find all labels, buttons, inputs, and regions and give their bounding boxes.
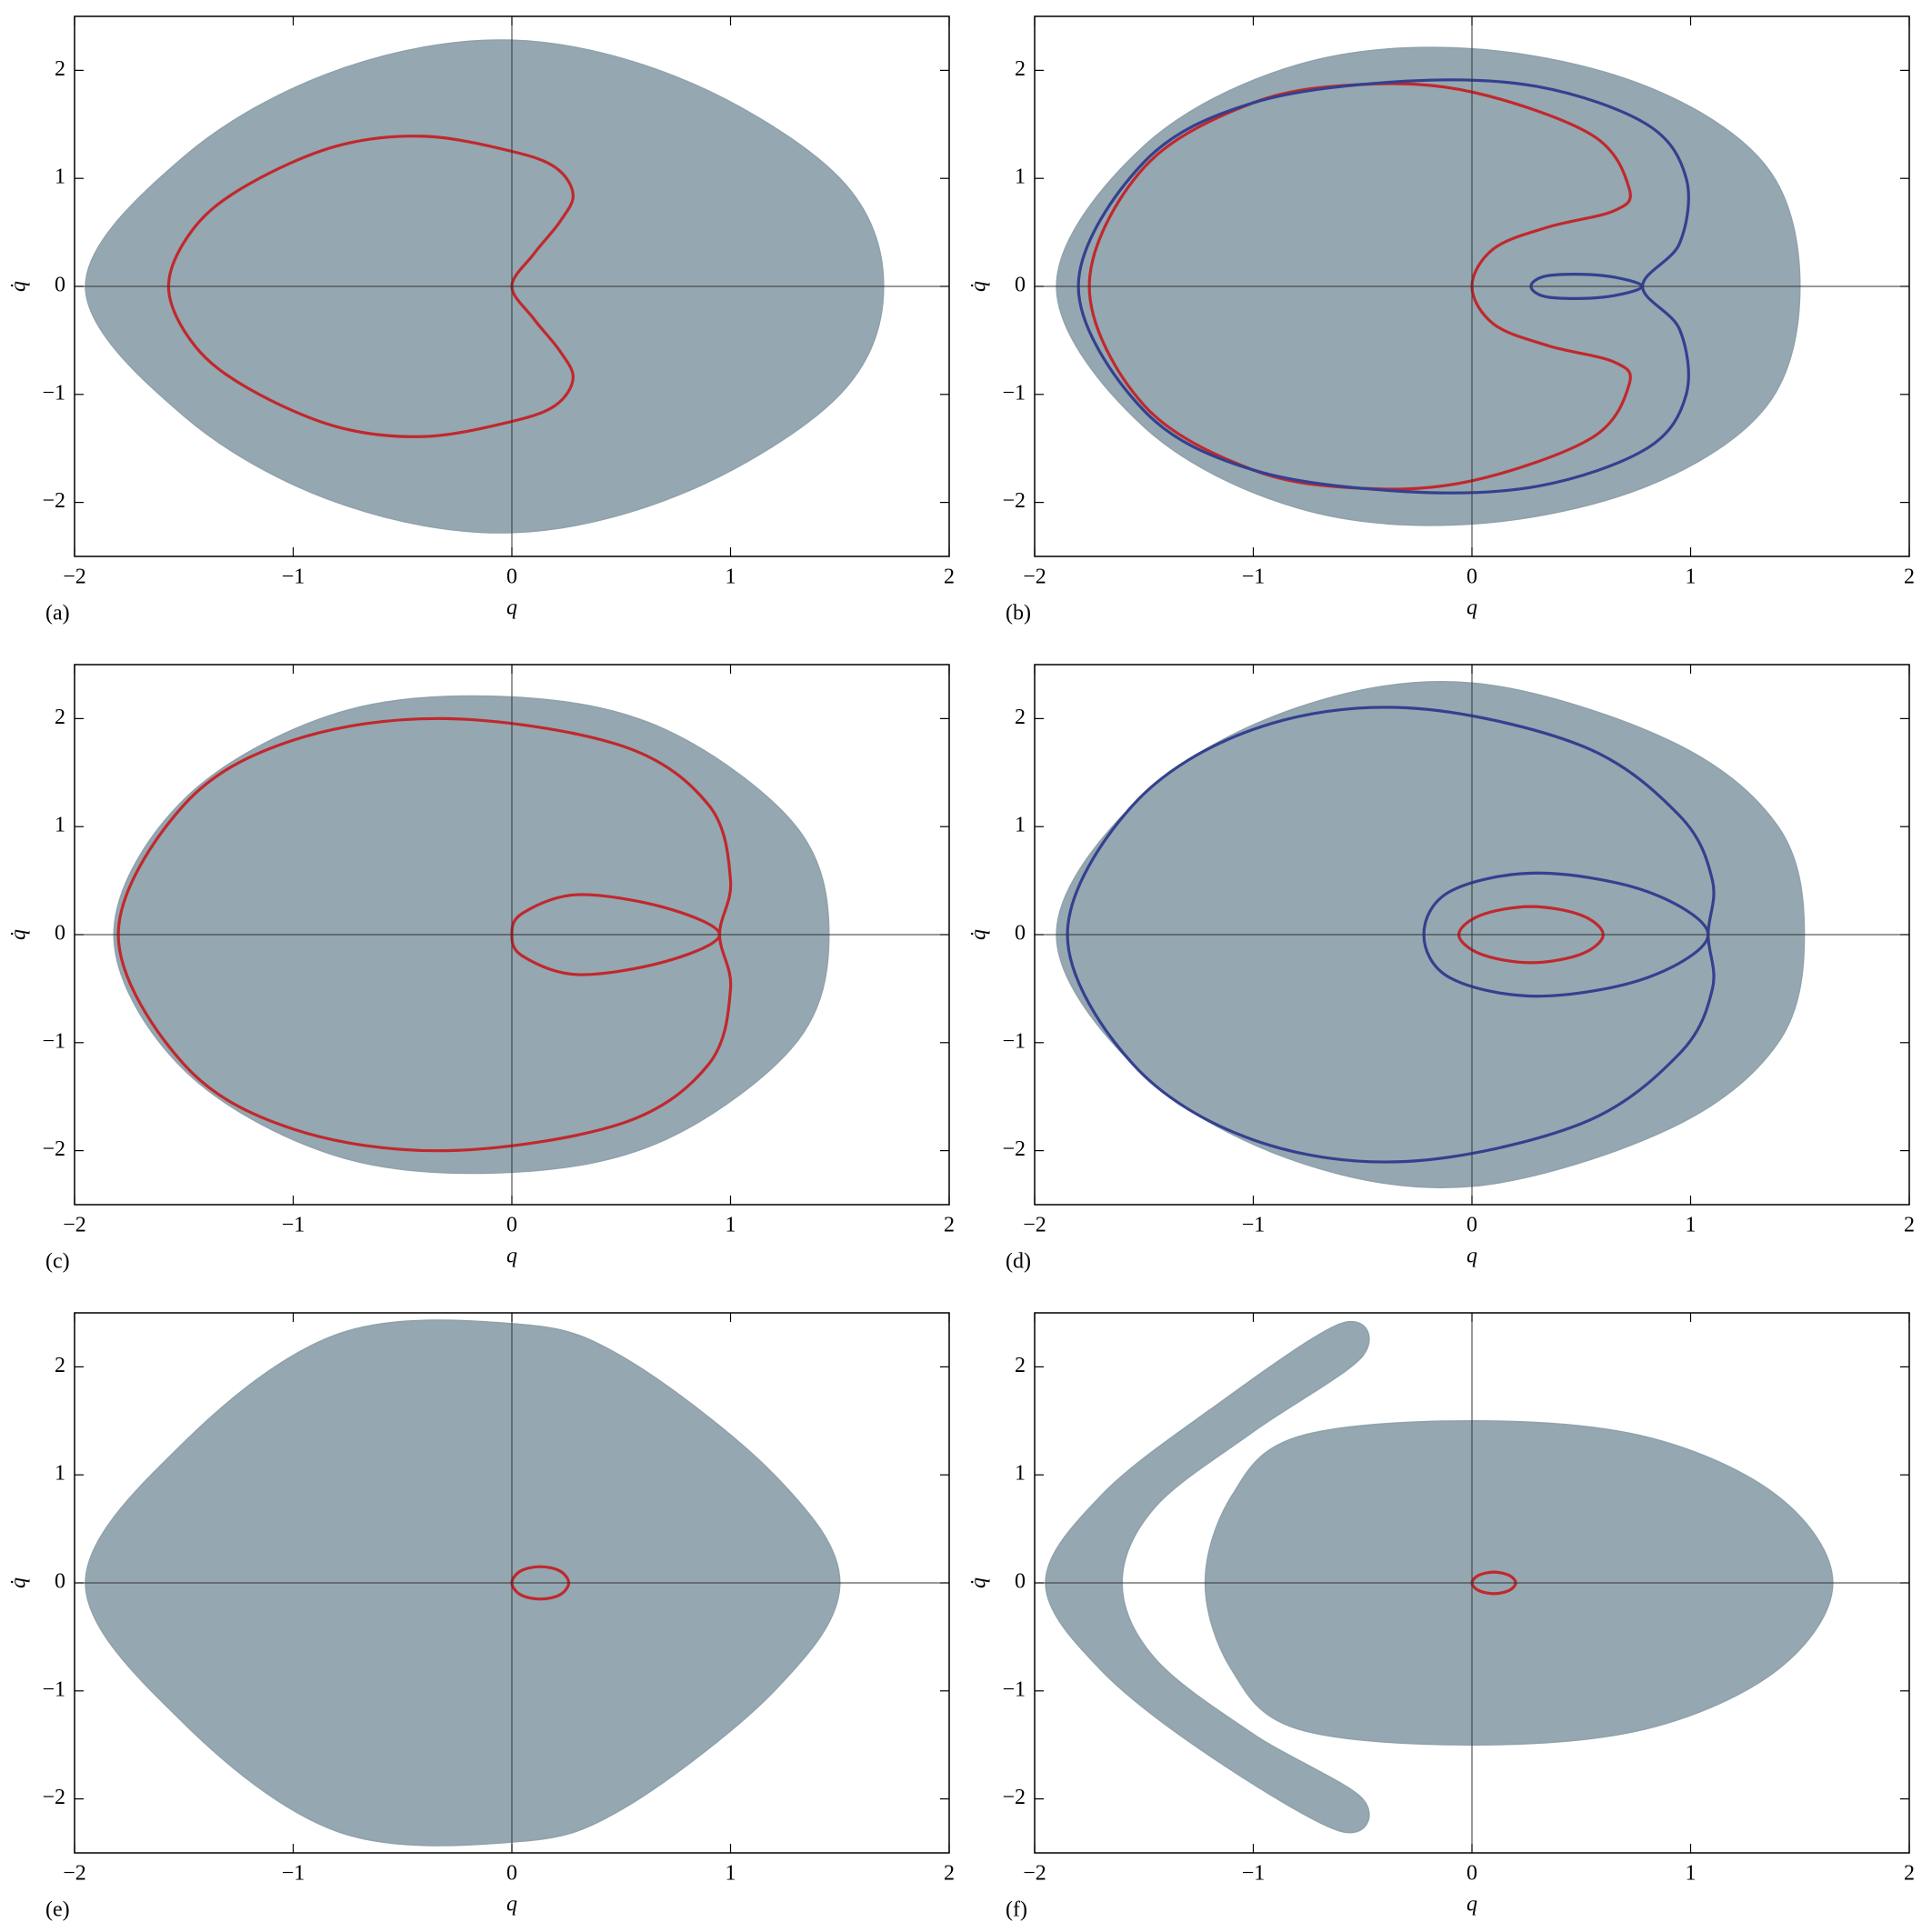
panel-label: (a) xyxy=(45,602,70,626)
x-axis-label: q xyxy=(1467,1893,1477,1917)
y-tick-label: −2 xyxy=(42,1137,65,1161)
x-tick-label: 1 xyxy=(1686,1214,1697,1237)
y-tick-label: 2 xyxy=(1015,1354,1026,1377)
x-tick-label: −1 xyxy=(1242,566,1266,589)
x-tick-label: 0 xyxy=(1467,566,1477,589)
panel-label: (f) xyxy=(1006,1898,1027,1922)
y-axis-label: q̇ xyxy=(7,281,31,292)
y-tick-label: −1 xyxy=(42,381,65,405)
x-axis-label: q xyxy=(1467,1245,1477,1268)
y-tick-label: −2 xyxy=(1002,1137,1026,1161)
y-tick-label: 0 xyxy=(55,922,65,946)
y-tick-label: 1 xyxy=(55,165,65,189)
x-tick-label: 0 xyxy=(1467,1214,1477,1237)
x-tick-label: −1 xyxy=(1242,1862,1266,1886)
y-tick-label: −1 xyxy=(1002,1029,1026,1053)
x-tick-label: 1 xyxy=(726,566,736,589)
x-tick-label: 2 xyxy=(1904,1862,1915,1886)
y-axis-label: q̇ xyxy=(967,1577,991,1588)
x-tick-label: 0 xyxy=(506,1862,517,1886)
panel: −2 −1 0 1 2 −2 −1 0 1 2 q q̇ (c) xyxy=(7,664,955,1274)
x-tick-label: 1 xyxy=(1686,1862,1697,1886)
y-tick-label: 2 xyxy=(1015,706,1026,729)
y-tick-label: 0 xyxy=(55,1570,65,1594)
y-tick-label: 0 xyxy=(1015,274,1026,297)
panel-label: (b) xyxy=(1006,602,1031,626)
x-tick-label: 2 xyxy=(944,566,955,589)
panel-label: (c) xyxy=(45,1250,70,1274)
x-tick-label: −2 xyxy=(63,1862,86,1886)
y-tick-label: 1 xyxy=(1015,165,1026,189)
y-tick-label: −1 xyxy=(42,1677,65,1701)
panel: −2 −1 0 1 2 −2 −1 0 1 2 q q̇ (a) xyxy=(7,15,955,626)
y-tick-label: 1 xyxy=(55,814,65,837)
panel: −2 −1 0 1 2 −2 −1 0 1 2 q q̇ (e) xyxy=(7,1312,955,1922)
orbit-region xyxy=(1045,1321,1370,1834)
y-tick-label: −1 xyxy=(42,1029,65,1053)
y-axis-label: q̇ xyxy=(967,281,991,292)
x-tick-label: 0 xyxy=(506,1214,517,1237)
y-axis-label: q̇ xyxy=(967,929,991,940)
y-tick-label: −2 xyxy=(1002,1786,1026,1809)
x-tick-label: −2 xyxy=(1023,566,1046,589)
y-tick-label: 0 xyxy=(1015,1570,1026,1594)
y-tick-label: 2 xyxy=(55,706,65,729)
y-tick-label: −1 xyxy=(1002,1677,1026,1701)
y-tick-label: 2 xyxy=(1015,57,1026,81)
x-axis-label: q xyxy=(506,1893,517,1917)
x-tick-label: 0 xyxy=(506,566,517,589)
y-tick-label: −2 xyxy=(42,489,65,513)
x-tick-label: −1 xyxy=(1242,1214,1266,1237)
x-tick-label: −2 xyxy=(1023,1862,1046,1886)
y-axis-label: q̇ xyxy=(7,1577,31,1588)
y-tick-label: −2 xyxy=(42,1786,65,1809)
x-tick-label: 2 xyxy=(1904,1214,1915,1237)
x-axis-label: q xyxy=(1467,596,1477,620)
panel: −2 −1 0 1 2 −2 −1 0 1 2 q q̇ (f) xyxy=(967,1312,1915,1922)
y-tick-label: −1 xyxy=(1002,381,1026,405)
x-tick-label: 2 xyxy=(1904,566,1915,589)
x-axis-label: q xyxy=(506,1245,517,1268)
y-tick-label: 2 xyxy=(55,57,65,81)
x-tick-label: −1 xyxy=(282,1862,305,1886)
x-tick-label: −1 xyxy=(282,566,305,589)
x-axis-label: q xyxy=(506,596,517,620)
x-tick-label: 1 xyxy=(726,1214,736,1237)
panel-label: (d) xyxy=(1006,1250,1031,1274)
x-tick-label: 2 xyxy=(944,1214,955,1237)
y-tick-label: 0 xyxy=(55,274,65,297)
y-tick-label: −2 xyxy=(1002,489,1026,513)
x-tick-label: 0 xyxy=(1467,1862,1477,1886)
y-tick-label: 1 xyxy=(1015,1462,1026,1486)
x-tick-label: −2 xyxy=(1023,1214,1046,1237)
y-tick-label: 0 xyxy=(1015,922,1026,946)
y-tick-label: 1 xyxy=(55,1462,65,1486)
panel: −2 −1 0 1 2 −2 −1 0 1 2 q q̇ (d) xyxy=(967,664,1915,1274)
x-tick-label: −2 xyxy=(63,1214,86,1237)
x-tick-label: 1 xyxy=(726,1862,736,1886)
x-tick-label: 1 xyxy=(1686,566,1697,589)
x-tick-label: −1 xyxy=(282,1214,305,1237)
y-axis-label: q̇ xyxy=(7,929,31,940)
x-tick-label: 2 xyxy=(944,1862,955,1886)
panel: −2 −1 0 1 2 −2 −1 0 1 2 q q̇ (b) xyxy=(967,15,1915,626)
x-tick-label: −2 xyxy=(63,566,86,589)
y-tick-label: 1 xyxy=(1015,814,1026,837)
panel-label: (e) xyxy=(45,1898,70,1922)
y-tick-label: 2 xyxy=(55,1354,65,1377)
